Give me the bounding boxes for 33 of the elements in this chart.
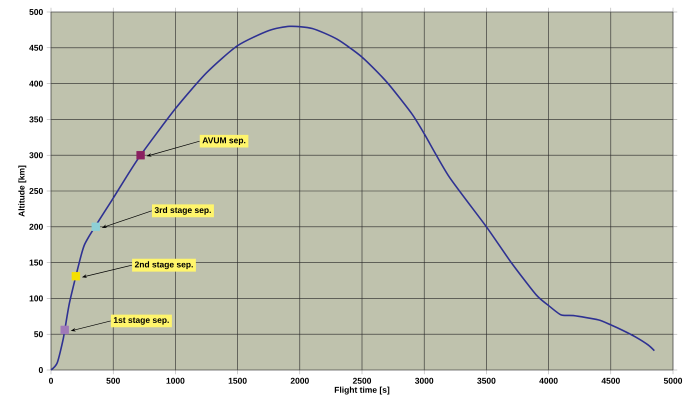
x-tick-label: 1000 [166,378,184,384]
x-tick-label: 2000 [290,378,309,384]
annotation: AVUM sep. [202,137,246,145]
y-tick-label: 100 [30,295,43,302]
x-tick-label: 4000 [539,378,558,384]
line-series [50,26,656,371]
point [92,222,100,231]
y-tick-label: 200 [29,224,43,230]
y-tick-label: 0 [38,367,43,373]
x-tick-label: 3000 [414,378,434,384]
x-tick-label: 500 [106,378,120,384]
x-tick-label: 4500 [602,378,620,384]
y-tick-label: 50 [34,331,43,338]
y-axis-title: Altitude [km] [18,166,26,217]
x-axis-title: Flight time [s] [334,386,390,395]
y-tick-label: 450 [29,44,43,51]
y-tick-label: 150 [30,260,43,266]
point [72,272,80,280]
annotation: 3rd stage sep. [154,206,211,215]
point [60,326,69,334]
y-tick-label: 350 [29,116,43,122]
annotation: 2nd stage sep. [134,261,193,270]
x-tick-label: 3500 [477,378,496,384]
annotation: 1st stage sep. [114,317,169,325]
x-tick-label: 5000 [664,378,682,384]
y-tick-label: 300 [29,152,43,158]
x-tick-label: 2500 [352,378,372,384]
y-tick-label: 400 [29,80,43,87]
y-tick-label: 500 [29,9,43,15]
x-tick-label: 0 [48,378,54,384]
point [136,151,145,160]
y-tick-label: 250 [29,188,43,194]
x-tick-label: 1500 [228,378,247,384]
